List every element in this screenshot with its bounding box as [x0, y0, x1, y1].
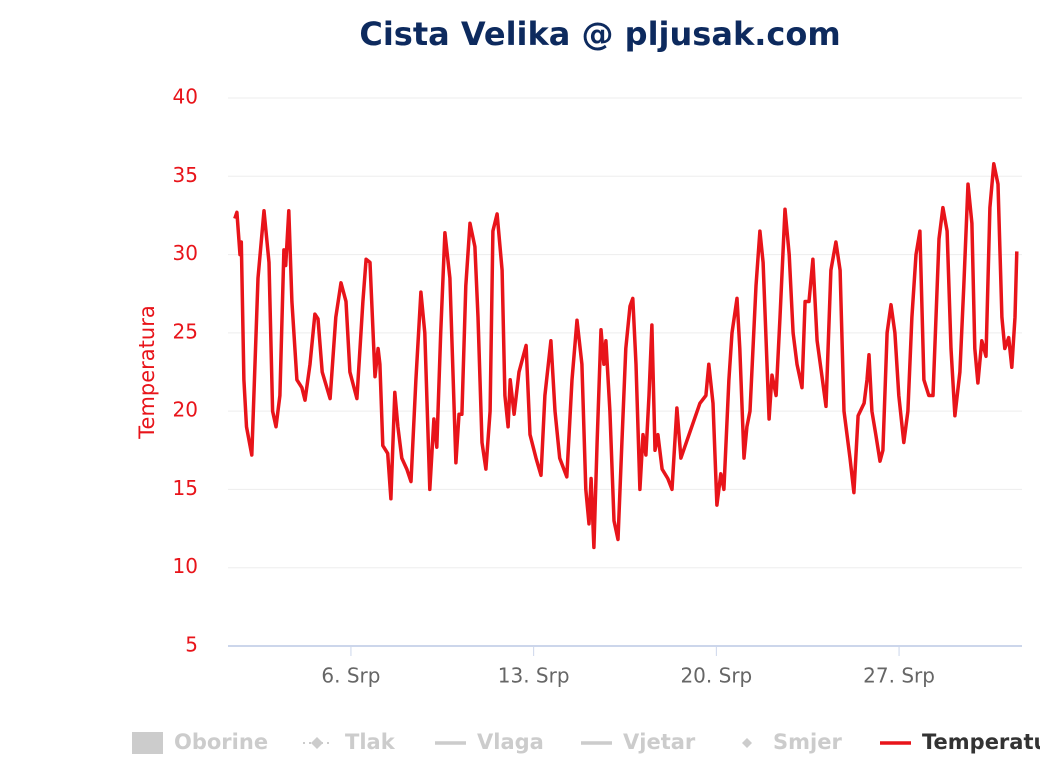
legend-label[interactable]: Vlaga — [477, 730, 544, 754]
y-tick-label: 30 — [173, 241, 198, 265]
legend-symbol — [742, 738, 752, 748]
y-axis-label: Temperatura — [135, 305, 159, 439]
legend-label[interactable]: Oborine — [174, 730, 268, 754]
y-tick-label: 25 — [173, 319, 198, 343]
y-tick-label: 10 — [173, 554, 198, 578]
x-tick-label: 6. Srp — [321, 664, 380, 688]
y-tick-label: 5 — [185, 633, 198, 657]
legend-symbol — [132, 732, 163, 754]
chart-title: Cista Velika @ pljusak.com — [359, 15, 840, 53]
legend-label[interactable]: Smjer — [773, 730, 842, 754]
x-tick-label: 27. Srp — [863, 664, 935, 688]
legend-symbol — [311, 737, 323, 749]
y-tick-label: 15 — [173, 476, 198, 500]
x-tick-label: 20. Srp — [680, 664, 752, 688]
legend-label[interactable]: Vjetar — [623, 730, 696, 754]
y-tick-label: 20 — [173, 398, 198, 422]
temperature-line — [233, 162, 1019, 550]
y-tick-label: 35 — [173, 163, 198, 187]
y-tick-label: 40 — [173, 85, 198, 109]
legend-label[interactable]: Temperatura — [922, 730, 1040, 754]
legend-label[interactable]: Tlak — [345, 730, 396, 754]
x-tick-label: 13. Srp — [498, 664, 570, 688]
